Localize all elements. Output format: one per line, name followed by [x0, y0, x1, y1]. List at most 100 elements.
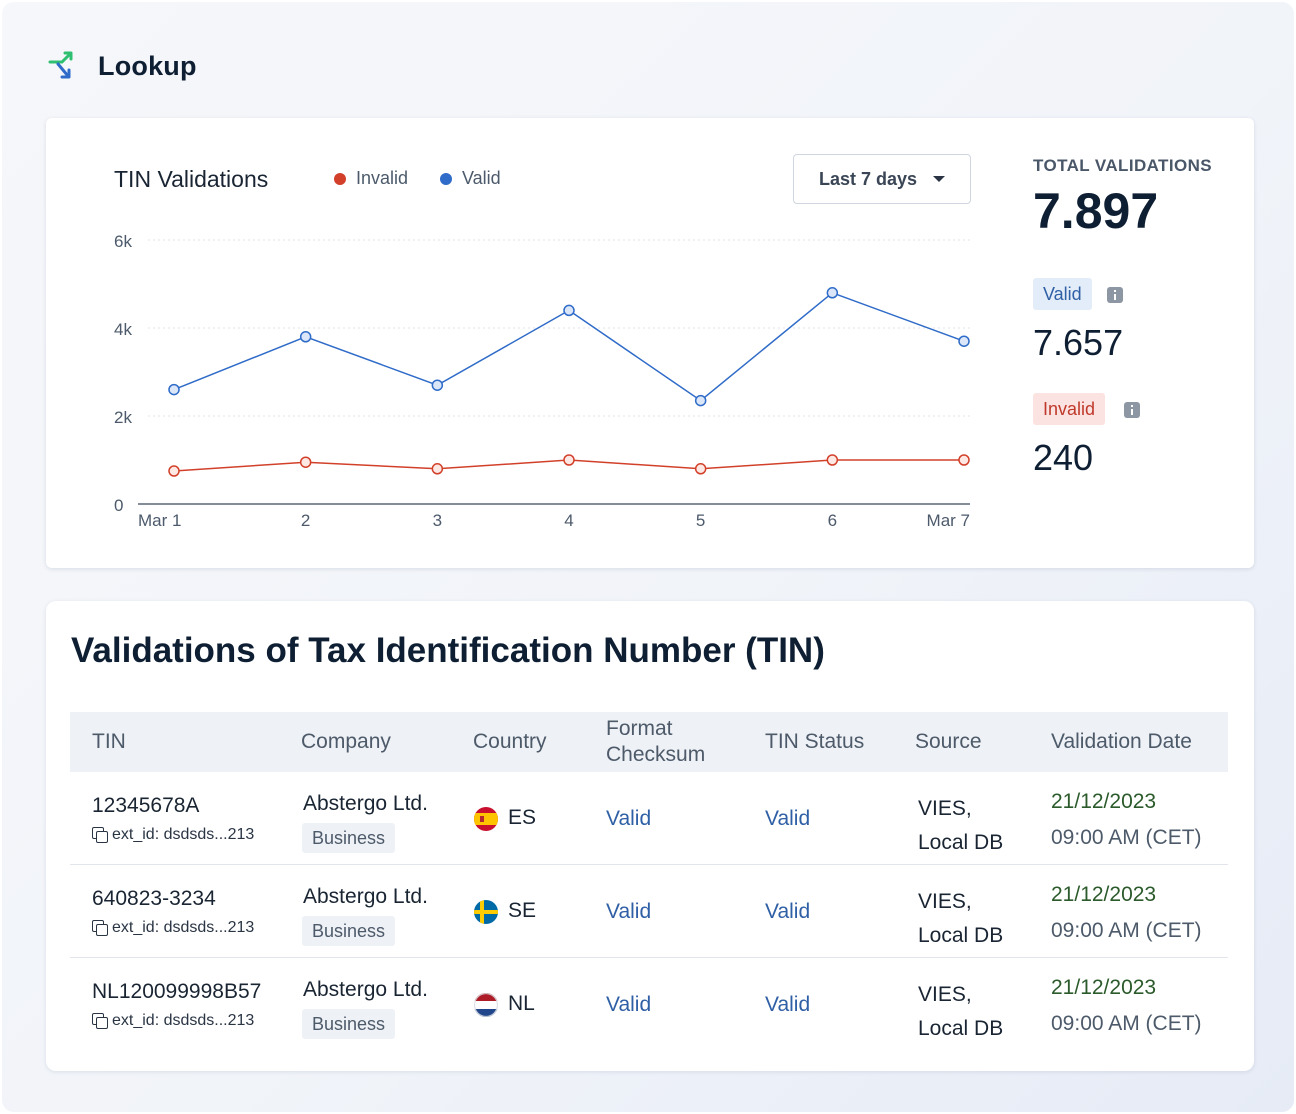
country-code: ES: [508, 806, 537, 829]
data-point-invalid: [431, 463, 444, 475]
data-point-invalid: [299, 456, 312, 468]
company-name: Abstergo Ltd.: [303, 792, 428, 815]
source-line1: VIES,: [918, 890, 972, 913]
invalid-count: 240: [1033, 437, 1094, 478]
date-range-label: Last 7 days: [818, 168, 918, 189]
table-row[interactable]: 12345678A ext_id: dsdsds...213 Abstergo …: [70, 772, 1228, 865]
data-point-valid: [168, 383, 180, 396]
y-tick-label: 6k: [114, 232, 132, 251]
total-validations-value: 7.897: [1033, 183, 1159, 239]
source: VIES, Local DB: [918, 978, 1003, 1046]
valid-badge: Valid: [1033, 278, 1092, 310]
column-header-validation-date[interactable]: Validation Date: [1051, 730, 1192, 753]
x-tick-label: Mar 1: [138, 511, 181, 530]
ext-id-text: ext_id: dsdsds...213: [112, 826, 255, 843]
sweden-flag-icon: [474, 900, 498, 924]
y-tick-label: 2k: [114, 408, 132, 427]
country-code: SE: [508, 899, 537, 922]
validation-date: 21/12/2023: [1051, 883, 1157, 906]
ext-id: ext_id: dsdsds...213: [92, 919, 254, 937]
chart-title: TIN Validations: [114, 166, 269, 192]
x-tick-label: 5: [696, 511, 705, 530]
company-name: Abstergo Ltd.: [303, 885, 428, 908]
validation-date: 21/12/2023: [1051, 976, 1157, 999]
column-header-format-line2: Checksum: [606, 743, 706, 766]
column-header-country[interactable]: Country: [473, 730, 547, 753]
source-line2: Local DB: [918, 831, 1004, 854]
copy-icon[interactable]: [92, 920, 108, 936]
ext-id-text: ext_id: dsdsds...213: [112, 1012, 255, 1029]
info-icon[interactable]: [1124, 402, 1140, 418]
x-tick-label: 4: [564, 511, 573, 530]
data-point-invalid: [168, 465, 180, 477]
data-point-valid: [826, 287, 839, 299]
tin-status: Valid: [765, 993, 811, 1016]
source-line1: VIES,: [918, 797, 972, 820]
copy-icon[interactable]: [92, 827, 108, 843]
company-type-badge: Business: [302, 1009, 396, 1039]
validations-table-card: Validations of Tax Identification Number…: [46, 601, 1254, 1071]
source-line2: Local DB: [918, 1017, 1004, 1040]
data-point-valid: [958, 335, 970, 347]
valid-count: 7.657: [1033, 322, 1124, 363]
column-header-format-checksum[interactable]: Format Checksum: [606, 712, 705, 772]
tin-status: Valid: [765, 807, 811, 830]
legend-item-invalid[interactable]: Invalid: [334, 168, 408, 189]
legend-dot-valid: [440, 172, 452, 185]
caret-down-icon: [933, 176, 946, 182]
source-line2: Local DB: [918, 924, 1004, 947]
tin-value: 12345678A: [92, 794, 200, 817]
info-icon[interactable]: [1107, 287, 1123, 303]
table-row[interactable]: NL120099998B57 ext_id: dsdsds...213 Abst…: [70, 958, 1228, 1051]
app-header: Lookup: [48, 48, 197, 84]
legend-label-valid: Valid: [462, 168, 501, 188]
ext-id: ext_id: dsdsds...213: [92, 826, 254, 844]
data-point-invalid: [826, 454, 839, 466]
legend-dot-invalid: [334, 172, 346, 185]
y-tick-label: 0: [114, 496, 123, 515]
x-tick-label: 6: [828, 511, 837, 530]
ext-id-text: ext_id: dsdsds...213: [112, 919, 255, 936]
data-point-invalid: [563, 454, 575, 466]
data-point-valid: [299, 331, 312, 343]
source: VIES, Local DB: [918, 885, 1003, 953]
copy-icon[interactable]: [92, 1013, 108, 1029]
company-type-badge: Business: [302, 823, 396, 853]
table-title: Validations of Tax Identification Number…: [71, 631, 825, 670]
data-point-invalid: [958, 454, 970, 466]
data-point-valid: [694, 394, 707, 407]
x-tick-label: 2: [301, 511, 310, 530]
ext-id: ext_id: dsdsds...213: [92, 1012, 254, 1030]
format-checksum-status: Valid: [606, 993, 652, 1016]
table-header: TIN Company Country Format Checksum TIN …: [70, 712, 1228, 772]
x-tick-label: 3: [433, 511, 442, 530]
table-row[interactable]: 640823-3234 ext_id: dsdsds...213 Absterg…: [70, 865, 1228, 958]
tin-value: 640823-3234: [92, 887, 216, 910]
spain-flag-icon: [474, 807, 498, 831]
date-range-dropdown[interactable]: Last 7 days: [793, 154, 971, 204]
data-point-valid: [431, 379, 444, 391]
tin-status: Valid: [765, 900, 811, 923]
validation-time: 09:00 AM (CET): [1051, 919, 1202, 942]
format-checksum-status: Valid: [606, 900, 652, 923]
validation-time: 09:00 AM (CET): [1051, 826, 1202, 849]
company-name: Abstergo Ltd.: [303, 978, 428, 1001]
format-checksum-status: Valid: [606, 807, 652, 830]
company-type-badge: Business: [302, 916, 396, 946]
lookup-logo-icon: [48, 51, 73, 79]
column-header-format-line1: Format: [606, 717, 673, 740]
source: VIES, Local DB: [918, 792, 1003, 860]
tin-value: NL120099998B57: [92, 980, 262, 1003]
column-header-tin-status[interactable]: TIN Status: [765, 730, 865, 753]
chart-card: 0 2k 4k 6k Mar 1 2 3 4 5 6 Mar 7 TIN Validations I…: [46, 118, 1254, 568]
page-title: Lookup: [98, 50, 197, 81]
line-chart: 0 2k 4k 6k Mar 1 2 3 4 5 6 Mar 7: [114, 232, 970, 530]
column-header-company[interactable]: Company: [301, 730, 391, 753]
country-code: NL: [508, 992, 535, 1015]
column-header-source[interactable]: Source: [915, 730, 982, 753]
legend-label-invalid: Invalid: [356, 168, 409, 188]
legend-item-valid[interactable]: Valid: [440, 168, 501, 189]
column-header-tin[interactable]: TIN: [92, 730, 126, 753]
data-point-valid: [563, 304, 575, 317]
